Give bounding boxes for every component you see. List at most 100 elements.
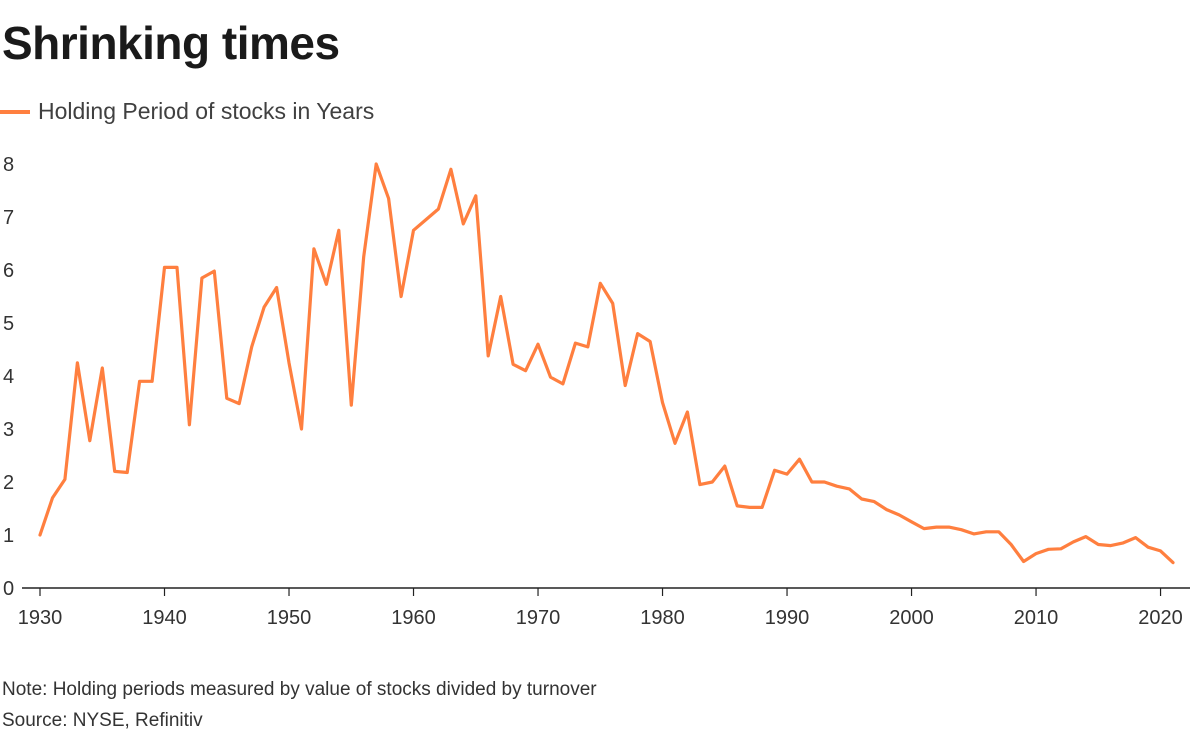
data-point bbox=[723, 465, 726, 468]
data-point bbox=[947, 526, 950, 529]
series-group bbox=[38, 162, 1175, 565]
data-point bbox=[698, 483, 701, 486]
data-point bbox=[163, 266, 166, 269]
y-tick-label: 4 bbox=[3, 366, 14, 388]
data-point bbox=[661, 401, 664, 404]
data-point bbox=[449, 168, 452, 171]
data-point bbox=[1084, 535, 1087, 538]
data-point bbox=[985, 530, 988, 533]
x-axis: 1930 1940 1950 1960 1970 1980 1990 2000 2010 2020 bbox=[18, 587, 1190, 629]
data-point bbox=[574, 342, 577, 345]
chart-note: Note: Holding periods measured by value … bbox=[2, 679, 597, 700]
series-line bbox=[38, 162, 1175, 565]
data-point bbox=[400, 295, 403, 298]
x-tick-label: 1930 bbox=[18, 607, 63, 629]
data-point bbox=[325, 283, 328, 286]
data-point bbox=[250, 345, 253, 348]
data-point bbox=[63, 478, 66, 481]
data-point bbox=[1134, 536, 1137, 539]
y-tick-label: 0 bbox=[3, 578, 14, 600]
legend: Holding Period of stocks in Years bbox=[0, 98, 374, 125]
data-point bbox=[151, 380, 154, 383]
data-point bbox=[649, 340, 652, 343]
data-point bbox=[860, 497, 863, 500]
data-point bbox=[898, 513, 901, 516]
data-point bbox=[113, 470, 116, 473]
data-point bbox=[101, 367, 104, 370]
line-chart: 0 1 2 3 4 5 6 7 8 1930 1940 1950 1960 1970 1980 1990 20… bbox=[3, 154, 1190, 629]
data-point bbox=[673, 442, 676, 445]
legend-label: Holding Period of stocks in Years bbox=[38, 98, 375, 124]
data-point bbox=[126, 471, 129, 474]
data-point bbox=[1097, 543, 1100, 546]
data-point bbox=[1059, 547, 1062, 550]
data-point bbox=[586, 345, 589, 348]
y-tick-label: 3 bbox=[3, 419, 14, 441]
data-point bbox=[549, 376, 552, 379]
data-point bbox=[1072, 540, 1075, 543]
data-point bbox=[412, 229, 415, 232]
chart-area: 0 1 2 3 4 5 6 7 8 1930 1940 1950 1960 1970 1980 1990 20… bbox=[0, 140, 1200, 640]
y-tick-label: 7 bbox=[3, 207, 14, 229]
data-point bbox=[499, 295, 502, 298]
data-point bbox=[798, 458, 801, 461]
data-point bbox=[885, 508, 888, 511]
data-point bbox=[1159, 549, 1162, 552]
data-point bbox=[39, 534, 42, 537]
chart-title: Shrinking times bbox=[2, 17, 340, 69]
data-point bbox=[51, 496, 54, 499]
legend-swatch bbox=[0, 109, 30, 114]
data-point bbox=[362, 255, 365, 258]
data-point bbox=[375, 163, 378, 166]
data-point bbox=[312, 247, 315, 250]
data-point bbox=[935, 526, 938, 529]
data-point bbox=[686, 411, 689, 414]
data-point bbox=[910, 520, 913, 523]
data-point bbox=[561, 382, 564, 385]
data-point bbox=[387, 197, 390, 200]
data-point bbox=[462, 222, 465, 225]
data-point bbox=[512, 363, 515, 366]
data-point bbox=[76, 361, 79, 364]
data-point bbox=[1010, 543, 1013, 546]
data-point bbox=[848, 487, 851, 490]
data-point bbox=[711, 481, 714, 484]
data-point bbox=[437, 208, 440, 211]
data-point bbox=[537, 343, 540, 346]
data-point bbox=[773, 469, 776, 472]
data-point bbox=[1147, 546, 1150, 549]
data-point bbox=[748, 506, 751, 509]
x-tick-label: 1960 bbox=[391, 607, 436, 629]
data-point bbox=[972, 532, 975, 535]
data-point bbox=[300, 428, 303, 431]
data-point bbox=[275, 286, 278, 289]
data-point bbox=[138, 380, 141, 383]
data-point bbox=[350, 404, 353, 407]
y-tick-label: 6 bbox=[3, 260, 14, 282]
data-point bbox=[736, 504, 739, 507]
data-point bbox=[225, 397, 228, 400]
data-point bbox=[922, 527, 925, 530]
data-point bbox=[1047, 548, 1050, 551]
data-point bbox=[835, 485, 838, 488]
y-tick-label: 8 bbox=[3, 154, 14, 176]
y-tick-label: 5 bbox=[3, 313, 14, 335]
data-point bbox=[1109, 544, 1112, 547]
data-point bbox=[213, 270, 216, 273]
data-point bbox=[960, 528, 963, 531]
x-tick-label: 2000 bbox=[889, 607, 934, 629]
data-point bbox=[175, 266, 178, 269]
x-tick-label: 1990 bbox=[765, 607, 810, 629]
data-point bbox=[1122, 541, 1125, 544]
data-point bbox=[337, 229, 340, 232]
x-tick-label: 2020 bbox=[1138, 607, 1183, 629]
data-point bbox=[1022, 560, 1025, 563]
x-tick-label: 1970 bbox=[516, 607, 561, 629]
data-point bbox=[611, 302, 614, 305]
x-tick-label: 2010 bbox=[1014, 607, 1059, 629]
data-point bbox=[624, 384, 627, 387]
data-point bbox=[761, 506, 764, 509]
data-point bbox=[263, 306, 266, 309]
data-point bbox=[786, 473, 789, 476]
data-point bbox=[487, 354, 490, 357]
